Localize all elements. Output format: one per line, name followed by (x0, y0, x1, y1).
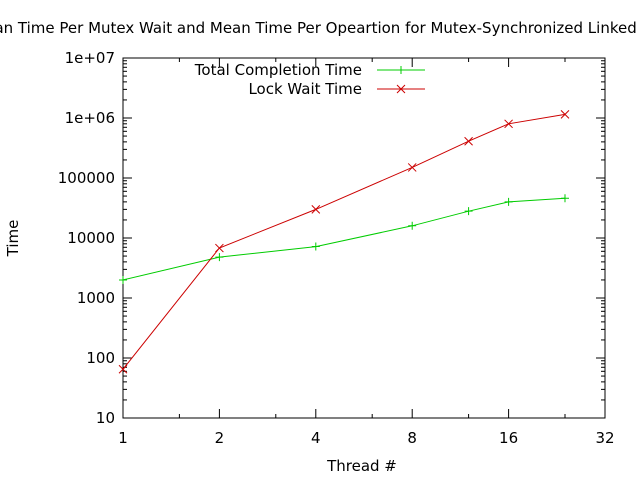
y-tick-label: 1000 (77, 289, 115, 307)
data-point (119, 275, 127, 284)
y-tick-label: 1e+06 (65, 109, 115, 127)
legend-label: Lock Wait Time (248, 80, 362, 98)
series-line (122, 113, 566, 370)
data-point (504, 119, 513, 129)
data-point (311, 242, 320, 251)
y-tick-label: 10 (96, 409, 115, 427)
series-0 (119, 194, 569, 284)
legend-marker (397, 66, 405, 74)
data-point (215, 243, 224, 253)
data-point (118, 364, 128, 374)
data-point (560, 194, 569, 203)
series-1 (118, 110, 570, 374)
legend-marker (396, 84, 406, 94)
y-tick-label: 100 (86, 349, 115, 367)
y-tick-label: 10000 (67, 229, 115, 247)
data-point (407, 163, 417, 172)
plot-frame (122, 57, 606, 419)
y-tick-label: 1e+07 (65, 49, 115, 67)
x-tick-label: 4 (311, 429, 321, 447)
chart-title: Mean Time Per Mutex Wait and Mean Time P… (0, 19, 640, 37)
data-point (408, 221, 417, 230)
data-point (464, 207, 473, 216)
series-line (122, 197, 566, 281)
x-tick-label: 32 (595, 429, 614, 447)
data-point (560, 110, 570, 119)
y-axis: 10 100 1000 10000 100000 1e+06 1e+07 (58, 49, 605, 427)
y-axis-label: Time (4, 220, 22, 258)
x-tick-label: 2 (215, 429, 225, 447)
x-tick-label: 1 (118, 429, 128, 447)
y-tick-label: 100000 (58, 169, 115, 187)
legend-label: Total Completion Time (194, 61, 362, 79)
data-point (311, 205, 321, 214)
data-point (504, 197, 513, 206)
x-axis: 1 2 4 8 16 32 (118, 58, 615, 447)
x-tick-label: 8 (407, 429, 417, 447)
x-tick-label: 16 (499, 429, 518, 447)
data-point (464, 136, 473, 146)
x-axis-label: Thread # (326, 457, 397, 475)
series-layer (118, 110, 570, 374)
data-point (215, 253, 224, 262)
